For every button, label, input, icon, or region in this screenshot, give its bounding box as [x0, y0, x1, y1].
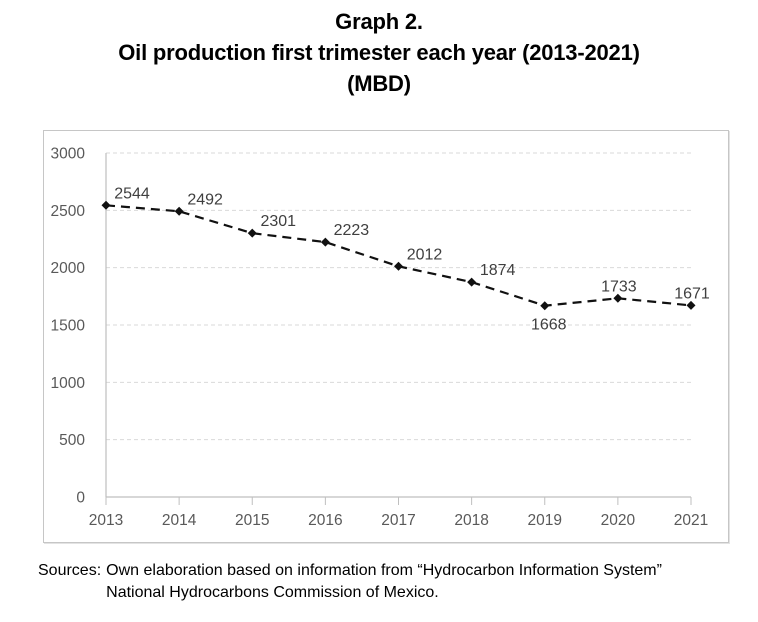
data-label-2014: 2492 [187, 191, 223, 208]
data-label-2016: 2223 [334, 222, 370, 239]
source-note: Sources: Own elaboration based on inform… [38, 560, 662, 604]
chart-title-line-1: Graph 2. [335, 9, 423, 34]
data-point-marker-2021 [686, 300, 696, 310]
chart-title-line-3: (MBD) [347, 71, 411, 96]
y-axis-label-2000: 2000 [51, 260, 86, 277]
data-point-marker-2017 [394, 261, 403, 271]
x-axis-label-2021: 2021 [674, 512, 708, 529]
data-label-2020: 1733 [601, 278, 637, 295]
data-point-marker-2020 [613, 293, 623, 303]
plot-area-panel: 0 500 1000 1500 2000 2500 3000 2013 2014 2015 2016… [43, 130, 729, 543]
y-axis-label-2500: 2500 [51, 203, 86, 220]
y-axis-label-1000: 1000 [51, 375, 86, 392]
data-point-marker-2013 [101, 200, 111, 210]
data-label-2018: 1874 [480, 262, 516, 279]
x-axis-label-2013: 2013 [89, 512, 123, 529]
source-line-2: National Hydrocarbons Commission of Mexi… [106, 584, 439, 601]
chart-title: Graph 2. Oil production first trimester … [0, 6, 758, 99]
x-axis-label-2016: 2016 [308, 512, 342, 529]
y-axis-label-3000: 3000 [51, 146, 86, 163]
data-point-marker-2018 [467, 277, 477, 287]
data-label-2019: 1668 [531, 317, 567, 334]
x-axis-label-2019: 2019 [528, 512, 562, 529]
y-axis-label-0: 0 [76, 490, 85, 507]
x-axis-label-2020: 2020 [601, 512, 636, 529]
data-label-2015: 2301 [260, 213, 296, 230]
chart-title-line-2: Oil production first trimester each year… [118, 40, 640, 65]
source-prefix: Sources: [38, 562, 102, 579]
source-text: Own elaboration based on information fro… [106, 560, 662, 604]
data-point-marker-2015 [247, 228, 257, 238]
source-line-1: Own elaboration based on information fro… [106, 562, 662, 579]
data-point-marker-2014 [174, 206, 184, 216]
x-axis-label-2014: 2014 [162, 512, 197, 529]
line-chart: 0 500 1000 1500 2000 2500 3000 2013 2014 2015 2016… [51, 146, 710, 530]
data-point-marker-2019 [540, 301, 550, 311]
x-axis-label-2015: 2015 [235, 512, 269, 529]
x-axis-label-2018: 2018 [454, 512, 488, 529]
y-axis-label-500: 500 [59, 432, 85, 449]
data-label-2013: 2544 [114, 185, 150, 202]
data-label-2021: 1671 [674, 285, 710, 302]
data-point-marker-2016 [320, 237, 330, 247]
y-axis-label-1500: 1500 [51, 318, 86, 335]
x-axis-label-2017: 2017 [381, 512, 415, 529]
data-label-2017: 2012 [407, 246, 443, 263]
